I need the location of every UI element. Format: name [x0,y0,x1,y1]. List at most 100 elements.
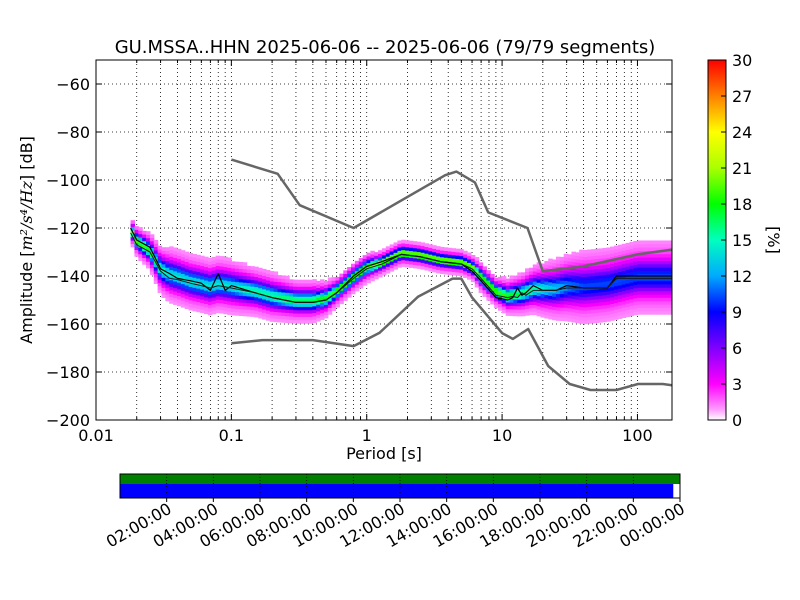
density-cell [563,297,569,302]
density-cell [149,261,155,265]
density-cell [563,317,569,322]
density-cell [656,284,661,288]
density-cell [644,257,650,261]
density-cell [354,280,360,285]
density-cell [497,280,503,284]
density-cell [555,296,561,301]
density-cell [161,287,166,292]
density-cell [416,251,422,256]
density-cell [254,307,259,311]
density-cell [385,256,391,261]
density-cell [528,281,534,285]
density-cell [358,274,364,279]
density-cell [200,309,205,314]
density-cell [613,285,619,290]
density-cell [571,305,576,310]
density-cell [153,270,159,274]
density-cell [250,296,255,301]
density-cell [602,274,607,279]
density-cell [130,237,136,241]
density-cell [439,246,445,251]
density-cell [594,252,600,256]
density-cell [586,310,592,314]
density-cell [583,283,588,288]
density-cell [586,306,592,311]
density-cell [292,283,298,287]
density-cell [234,265,240,269]
density-cell [316,297,321,302]
density-cell [204,307,209,311]
density-cell [583,286,588,291]
density-cell [668,267,672,272]
density-cell [161,277,166,282]
density-cell [401,246,406,251]
density-cell [610,313,615,318]
density-cell [509,278,515,283]
density-cell [285,312,290,317]
density-cell [652,300,658,305]
density-cell [354,287,360,292]
density-cell [602,291,607,296]
density-cell [312,319,317,324]
density-cell [146,258,151,262]
density-cell [610,253,615,257]
density-cell [320,309,325,314]
density-cell [501,282,507,287]
density-cell [196,254,201,259]
density-cell [555,286,561,291]
density-cell [327,307,333,312]
density-cell [153,253,159,258]
density-cell [262,312,267,317]
density-cell [188,276,194,281]
density-cell [173,250,178,255]
density-cell [316,284,321,288]
density-cell [424,263,429,268]
density-cell [664,294,669,298]
density-cell [196,258,201,262]
x-axis-ticks: 0.01 0.1 1 10 100 [78,60,653,445]
density-cell [296,293,302,297]
density-cell [648,300,654,305]
density-cell [532,287,538,292]
density-cell [265,283,271,288]
density-cell [583,253,588,257]
density-cell [254,280,259,284]
density-cell [567,287,573,292]
density-cell [409,240,414,245]
plot-area [96,60,672,420]
density-cell [525,308,530,313]
density-cell [161,294,166,298]
density-cell [192,307,197,312]
density-cell [633,294,638,299]
density-cell [412,244,418,249]
density-cell [161,257,166,261]
density-cell [567,314,573,319]
density-cell [617,278,623,282]
density-cell [312,289,317,293]
density-cell [424,246,429,251]
density-cell [308,286,313,291]
density-cell [207,257,213,262]
density-cell [536,275,542,280]
y-tick-label: −160 [46,315,90,334]
density-cell [211,287,217,291]
density-cell [254,293,259,298]
density-cell [246,282,252,287]
density-cell [474,260,480,265]
density-cell [204,290,209,294]
density-cell [656,270,661,275]
density-cell [602,251,607,256]
density-cell [223,256,228,261]
density-cell [528,271,534,275]
density-cell [610,263,615,268]
density-cell [381,268,387,273]
density-cell [613,255,619,260]
density-cell [594,309,600,313]
density-cell [617,308,623,313]
density-cell [389,254,395,259]
density-cell [555,273,561,278]
density-cell [192,300,197,305]
density-cell [590,302,596,307]
density-cell [602,318,607,323]
density-cell [652,307,658,312]
